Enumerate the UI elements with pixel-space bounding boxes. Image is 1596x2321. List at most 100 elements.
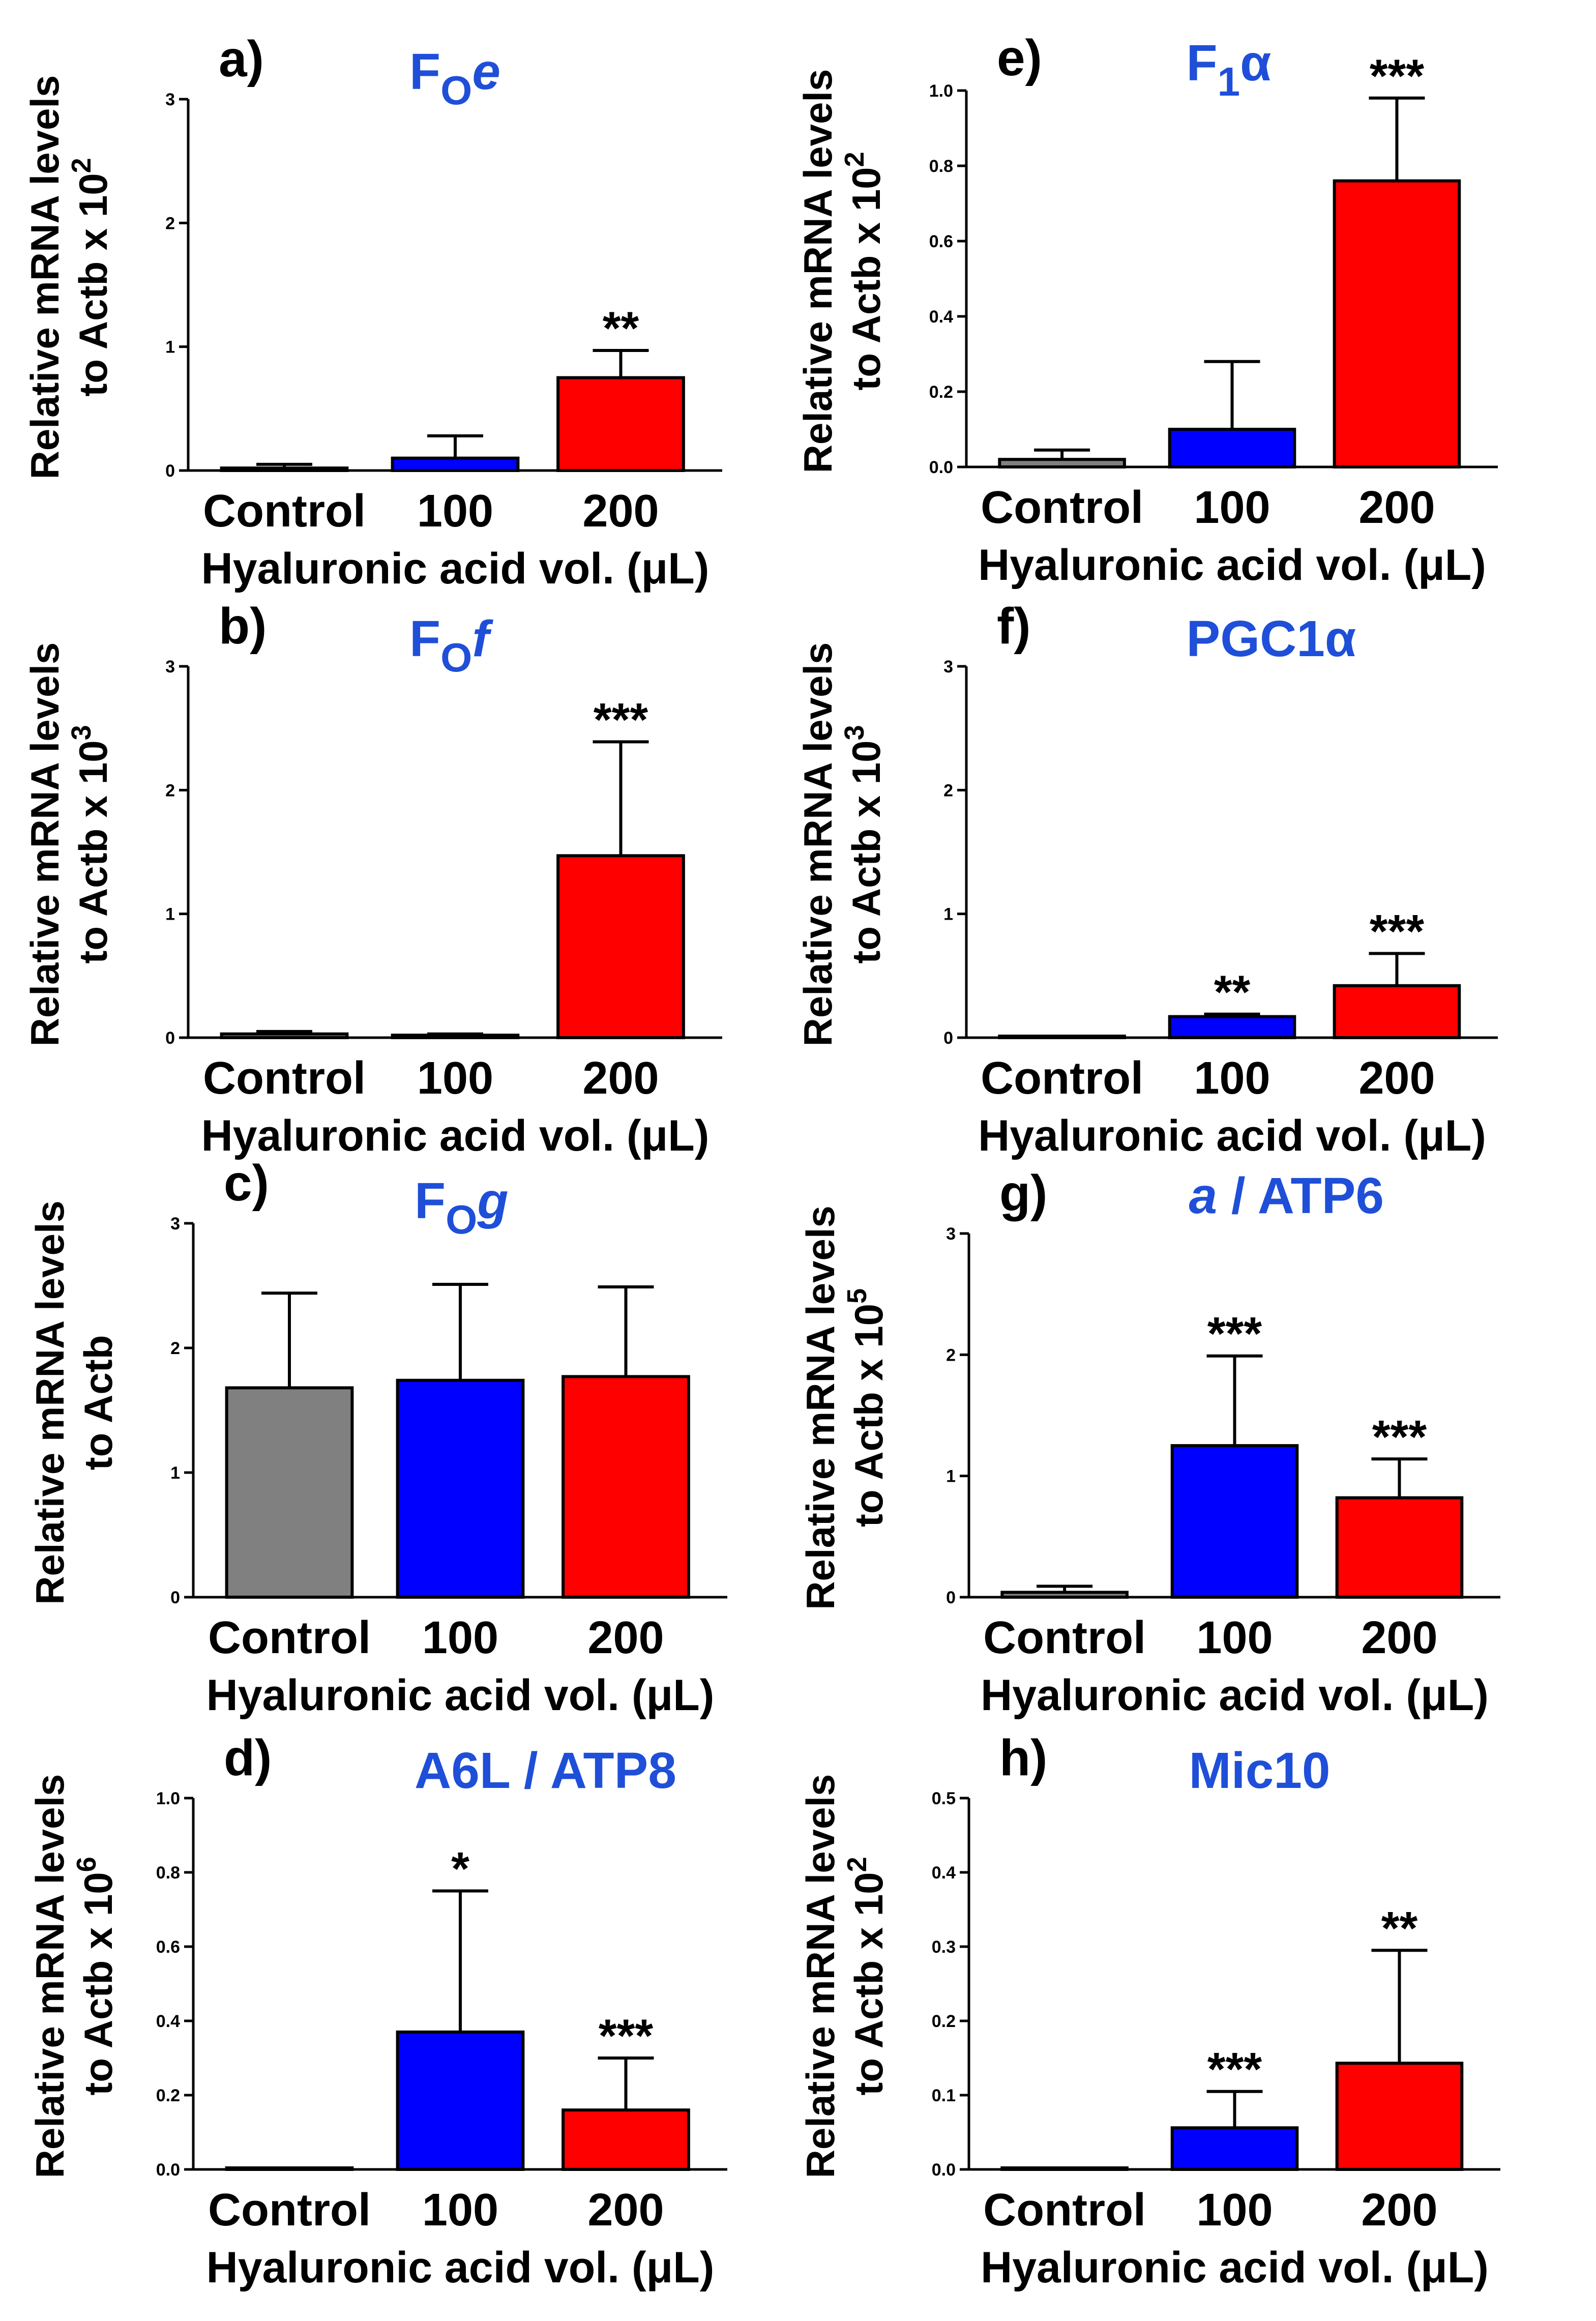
y-tick-label: 3 bbox=[943, 657, 953, 677]
gene-title: Mic10 bbox=[1189, 1742, 1331, 1799]
x-category-label: 100 bbox=[417, 1053, 493, 1104]
y-tick-label: 1 bbox=[165, 905, 175, 924]
x-category-label: 100 bbox=[422, 2185, 498, 2236]
significance-label: *** bbox=[599, 2010, 654, 2062]
bar-control bbox=[1000, 2166, 1129, 2171]
bar-200 bbox=[1335, 2062, 1464, 2171]
x-category-label: Control bbox=[983, 1612, 1146, 1663]
y-tick-label: 0.0 bbox=[932, 2160, 956, 2180]
y-tick-label: 3 bbox=[165, 90, 175, 109]
x-category-label: 200 bbox=[582, 1053, 659, 1104]
x-axis-title: Hyaluronic acid vol. (μL) bbox=[201, 544, 710, 593]
chart-panel-e: 0.0 0.2 0.4 0.6 0.8 1.0 Control 100 *** 200 Hyalur… bbox=[795, 30, 1498, 590]
bar-100 bbox=[391, 456, 520, 473]
chart-panel-c: 0 1 2 3 Control 100 200 Hyaluronic acid vol. (μ… bbox=[27, 1155, 727, 1720]
significance-label: ** bbox=[1214, 966, 1251, 1018]
y-tick-label: 2 bbox=[165, 214, 175, 233]
x-category-label: 200 bbox=[1358, 1053, 1435, 1104]
y-axis-title: Relative mRNA levels bbox=[795, 69, 840, 474]
y-tick-label: 0.8 bbox=[156, 1863, 180, 1883]
x-category-label: Control bbox=[983, 2185, 1146, 2236]
x-category-label: Control bbox=[981, 482, 1143, 533]
y-tick-label: 1 bbox=[165, 338, 175, 357]
y-tick-label: 1.0 bbox=[929, 81, 953, 101]
y-tick-label: 2 bbox=[946, 1345, 956, 1365]
bar-100 bbox=[396, 2030, 525, 2171]
chart-panel-f: 0 1 2 3 Control ** 100 *** 200 Hyaluronic acid vo… bbox=[795, 598, 1498, 1160]
y-tick-label: 1 bbox=[943, 905, 953, 924]
bar-200 bbox=[561, 2108, 690, 2171]
y-tick-label: 1.0 bbox=[156, 1789, 180, 1808]
y-tick-label: 0 bbox=[165, 461, 175, 481]
panel-letter: b) bbox=[219, 598, 267, 655]
y-tick-label: 0.2 bbox=[929, 383, 953, 402]
y-axis-title: Relative mRNA levels bbox=[795, 642, 840, 1047]
y-axis-title-line2: to Actb x 103 bbox=[66, 725, 115, 963]
bar-control bbox=[220, 466, 349, 473]
panel-letter: f) bbox=[997, 598, 1031, 655]
bar-200 bbox=[1333, 984, 1461, 1040]
bar-control bbox=[220, 1032, 349, 1039]
x-category-label: 200 bbox=[1361, 1612, 1437, 1663]
x-axis-title: Hyaluronic acid vol. (μL) bbox=[206, 1671, 715, 1720]
significance-label: ** bbox=[1381, 1902, 1418, 1954]
y-tick-label: 0.0 bbox=[929, 458, 953, 477]
x-category-label: 200 bbox=[1361, 2185, 1437, 2236]
bar-control bbox=[225, 1386, 354, 1599]
y-tick-label: 0.6 bbox=[929, 232, 953, 251]
y-tick-label: 0.5 bbox=[932, 1789, 956, 1808]
y-tick-label: 3 bbox=[165, 657, 175, 677]
gene-title: FOf bbox=[409, 610, 493, 680]
bar-100 bbox=[1170, 2126, 1299, 2171]
significance-label: *** bbox=[1372, 1411, 1427, 1463]
x-category-label: 200 bbox=[582, 486, 659, 537]
x-axis-title: Hyaluronic acid vol. (μL) bbox=[981, 1671, 1489, 1720]
panel-letter: a) bbox=[219, 31, 264, 87]
bar-200 bbox=[556, 376, 685, 472]
bar-200 bbox=[1335, 1496, 1464, 1599]
y-tick-label: 0 bbox=[170, 1588, 180, 1607]
x-category-label: 200 bbox=[587, 1612, 664, 1663]
y-tick-label: 1 bbox=[946, 1467, 956, 1486]
gene-title: PGC1α bbox=[1187, 610, 1356, 667]
x-category-label: 100 bbox=[1194, 1053, 1270, 1104]
y-tick-label: 0.2 bbox=[932, 2012, 956, 2031]
y-axis-title-line2: to Actb x 102 bbox=[839, 152, 889, 390]
x-category-label: 100 bbox=[417, 486, 493, 537]
x-category-label: 100 bbox=[1196, 1612, 1273, 1663]
y-tick-label: 0.2 bbox=[156, 2086, 180, 2105]
y-axis-title: Relative mRNA levels bbox=[27, 1774, 72, 2179]
y-tick-label: 0 bbox=[943, 1029, 953, 1048]
x-category-label: 200 bbox=[1358, 482, 1435, 533]
y-tick-label: 0.4 bbox=[932, 1863, 956, 1883]
panel-letter: c) bbox=[224, 1155, 269, 1212]
y-axis-title: Relative mRNA levels bbox=[22, 75, 67, 480]
bar-200 bbox=[1333, 179, 1461, 469]
x-category-label: Control bbox=[208, 2185, 371, 2236]
x-category-label: Control bbox=[981, 1053, 1143, 1104]
bar-100 bbox=[396, 1378, 525, 1599]
y-tick-label: 0.6 bbox=[156, 1937, 180, 1957]
y-tick-label: 3 bbox=[946, 1224, 956, 1244]
gene-title: A6L / ATP8 bbox=[415, 1742, 676, 1799]
bar-100 bbox=[391, 1034, 520, 1039]
y-tick-label: 0 bbox=[946, 1588, 956, 1607]
bar-100 bbox=[1170, 1444, 1299, 1599]
y-tick-label: 0 bbox=[165, 1029, 175, 1048]
bar-100 bbox=[1168, 1015, 1296, 1039]
significance-label: ** bbox=[603, 303, 639, 355]
x-axis-title: Hyaluronic acid vol. (μL) bbox=[201, 1111, 710, 1160]
y-tick-label: 2 bbox=[943, 781, 953, 800]
y-axis-title: Relative mRNA levels bbox=[22, 642, 67, 1047]
chart-panel-d: 0.0 0.2 0.4 0.6 0.8 1.0 Control * 100 *** 200 Hyalu… bbox=[27, 1729, 727, 2292]
y-axis-title-line2: to Actb x 106 bbox=[71, 1857, 121, 2095]
bar-100 bbox=[1168, 428, 1296, 468]
chart-panel-a: 0 1 2 3 Control 100 ** 200 Hyaluronic acid vol. … bbox=[22, 31, 722, 593]
chart-panel-g: 0 1 2 3 Control *** 100 *** 200 Hyaluronic acid v… bbox=[798, 1165, 1500, 1720]
x-category-label: Control bbox=[203, 1053, 366, 1104]
significance-label: *** bbox=[594, 694, 648, 746]
y-axis-title: Relative mRNA levels bbox=[798, 1206, 843, 1610]
significance-label: *** bbox=[1370, 50, 1425, 102]
significance-label: * bbox=[451, 1843, 469, 1895]
y-axis-title: Relative mRNA levels bbox=[798, 1774, 843, 2179]
